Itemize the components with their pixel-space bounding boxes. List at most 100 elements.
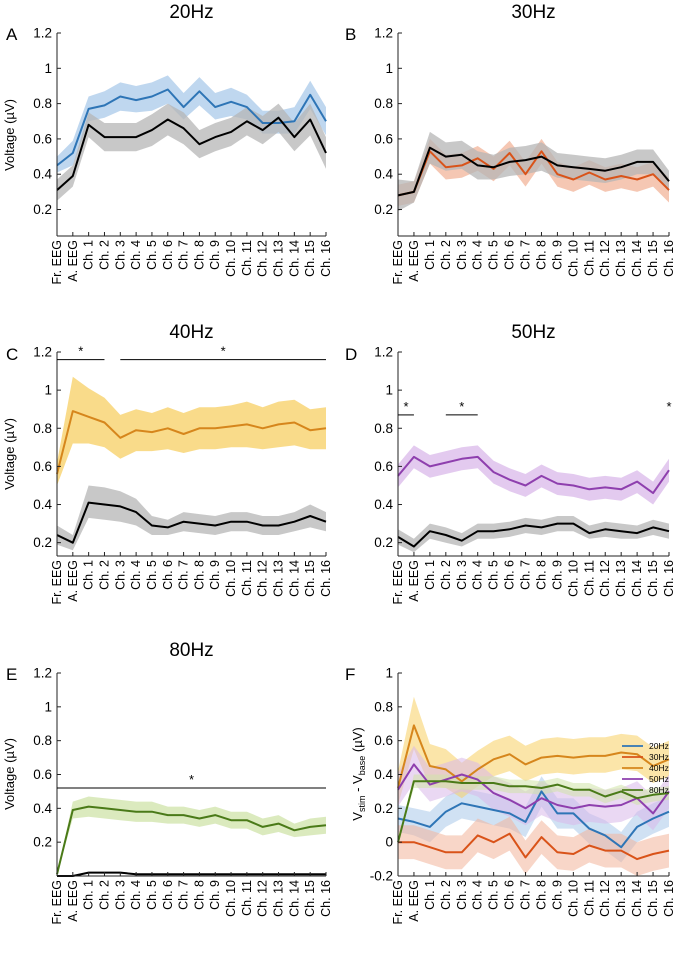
panel-a-xtick-label: Ch. 8: [192, 240, 206, 270]
panel-d-xtick-label: Ch. 2: [439, 560, 453, 590]
panel-f-ytick-label: 0.8: [374, 699, 393, 714]
panel-c-xtick-label: Ch. 15: [303, 560, 317, 597]
panel-a-xtick-label: Ch. 11: [240, 240, 254, 276]
panel-d-xtick-label: Ch. 16: [662, 560, 676, 597]
panel-c-ytick-label: 1: [44, 383, 52, 398]
panel-e-xtick-label: Ch. 9: [208, 880, 222, 910]
panel-a-label: A: [6, 25, 18, 44]
panel-a-xtick-label: Ch. 1: [82, 240, 96, 270]
panel-f-legend-label-20hz: 20Hz: [649, 741, 669, 751]
panel-e-ytick-label: 1.2: [33, 666, 52, 681]
panel-e-xtick-label: Ch. 1: [82, 880, 96, 910]
panel-a-ytick-label: 0.4: [33, 167, 52, 182]
panel-c-sig-star: *: [221, 344, 226, 359]
panel-e-xtick-label: Ch. 7: [177, 880, 191, 910]
panel-b-xtick-label: Ch. 14: [630, 240, 644, 277]
panel-a-xtick-label: Ch. 7: [177, 240, 191, 270]
panel-d-xtick-label: Ch. 7: [519, 560, 533, 590]
panel-a-band-stim: [57, 75, 326, 173]
panel-f-legend-label-80hz: 80Hz: [649, 785, 669, 795]
panel-c-xtick-label: Ch. 11: [240, 560, 254, 596]
panel-b-xtick-label: Ch. 7: [519, 240, 533, 270]
panel-c-line-stim: [56, 410, 327, 475]
panel-b-ytick-label: 0.6: [374, 131, 393, 146]
panel-e-xtick-label: Ch. 4: [129, 880, 143, 910]
panel-c-sig-star: *: [78, 344, 83, 359]
panel-e-line-stim: [56, 805, 327, 875]
panel-d-ytick-label: 0.6: [374, 459, 393, 474]
panel-f-xtick-label: Ch. 14: [630, 880, 644, 917]
panel-c-xtick-label: Ch. 7: [177, 560, 191, 590]
panel-c-line-baseline: [56, 501, 327, 544]
panel-f-legend-label-30hz: 30Hz: [649, 752, 669, 762]
panel-d-xtick-label: Ch. 4: [471, 560, 485, 590]
panel-f-legend-label-50hz: 50Hz: [649, 774, 669, 784]
panel-c-ytick-label: 0.6: [33, 459, 52, 474]
panel-d-sig-star: *: [666, 399, 671, 414]
panel-d-xtick-label: A. EEG: [407, 560, 421, 602]
panel-b-label: B: [345, 25, 356, 44]
panel-b-xtick-label: Ch. 4: [471, 240, 485, 270]
panel-d-sig-star: *: [459, 399, 464, 414]
panel-b-xtick-label: Ch. 10: [566, 240, 580, 277]
panel-b-ytick-label: 1: [385, 61, 393, 76]
panel-e-xtick-label: Ch. 12: [256, 880, 270, 917]
panel-f-line-30hz: [398, 832, 670, 861]
panel-e-xtick-label: Ch. 6: [161, 880, 175, 910]
panel-d-line-baseline: [397, 522, 670, 548]
panel-a: A 20Hz Voltage (µV) 0.2 0.4 0.6 0.8 1 1.2 Fr. EEG…: [2, 2, 333, 284]
panel-e-line-baseline: [57, 871, 326, 877]
panel-f-label: F: [345, 665, 355, 684]
panel-f-ytick-label: 0.2: [374, 801, 393, 816]
panel-f-xtick-label: Ch. 3: [455, 880, 469, 910]
panel-b-xtick-label: Ch. 3: [455, 240, 469, 270]
panel-f-xtick-label: Ch. 6: [503, 880, 517, 910]
panel-e-label: E: [6, 665, 17, 684]
panel-f-ytick-label: 0: [385, 835, 393, 850]
panel-c-xtick-label: Ch. 16: [319, 560, 333, 597]
panel-c-xtick-label: Ch. 13: [272, 560, 286, 597]
panel-c-xtick-label: Ch. 9: [208, 560, 222, 590]
panel-e-xtick-label: Ch. 13: [272, 880, 286, 917]
panel-b-line-stim: [397, 150, 670, 197]
panel-e-sig-star: *: [189, 772, 194, 787]
panel-a-xtick-label: Ch. 10: [224, 240, 238, 277]
panel-f-xtick-label: Ch. 10: [566, 880, 580, 917]
panel-f-ylabel: Vstim - Vbase (µV): [350, 727, 367, 820]
panel-d-xtick-label: Ch. 15: [646, 560, 660, 597]
panel-a-title: 20Hz: [169, 2, 213, 23]
panel-d-ytick-label: 1.2: [374, 345, 393, 360]
panel-e: E 80Hz Voltage (µV) 0.2 0.4 0.6 0.8 1 1.2 Fr. EEG…: [2, 640, 333, 924]
panel-c-xtick-label: Ch. 10: [224, 560, 238, 597]
panel-f-xtick-label: Fr. EEG: [391, 880, 405, 924]
panel-f-xtick-label: Ch. 8: [534, 880, 548, 910]
panel-d-xtick-label: Ch. 10: [566, 560, 580, 597]
panel-b-ytick-label: 1.2: [374, 26, 393, 41]
panel-a-xtick-label: A. EEG: [66, 240, 80, 282]
panel-e-ytick-label: 0.4: [33, 801, 52, 816]
panel-a-xtick-label: Ch. 2: [97, 240, 111, 270]
panel-f-xtick-label: Ch. 4: [471, 880, 485, 910]
panel-c-band-baseline: [57, 485, 326, 551]
panel-a-ytick-label: 0.6: [33, 131, 52, 146]
panel-d-xtick-label: Ch. 11: [582, 560, 596, 596]
panel-f-xtick-label: Ch. 9: [550, 880, 564, 910]
panel-d-xtick-label: Ch. 13: [614, 560, 628, 597]
panel-d-xtick-label: Ch. 3: [455, 560, 469, 590]
panel-a-line-baseline: [56, 116, 327, 191]
panel-a-ytick-label: 0.8: [33, 96, 52, 111]
panel-f-xtick-label: Ch. 7: [519, 880, 533, 910]
panel-a-xtick-label: Ch. 9: [208, 240, 222, 270]
panel-a-xtick-label: Ch. 6: [161, 240, 175, 270]
panel-a-ytick-label: 1.2: [33, 26, 52, 41]
panel-f-line-20hz: [397, 790, 670, 849]
panel-c-xtick-label: Ch. 3: [113, 560, 127, 590]
panel-e-ylabel: Voltage (µV): [2, 738, 17, 810]
panel-a-xtick-label: Ch. 3: [113, 240, 127, 270]
panel-d-label: D: [345, 345, 357, 364]
panel-f-xtick-label: A. EEG: [407, 880, 421, 922]
panel-a-ytick-label: 0.2: [33, 202, 52, 217]
panel-c-ytick-label: 0.4: [33, 497, 52, 512]
